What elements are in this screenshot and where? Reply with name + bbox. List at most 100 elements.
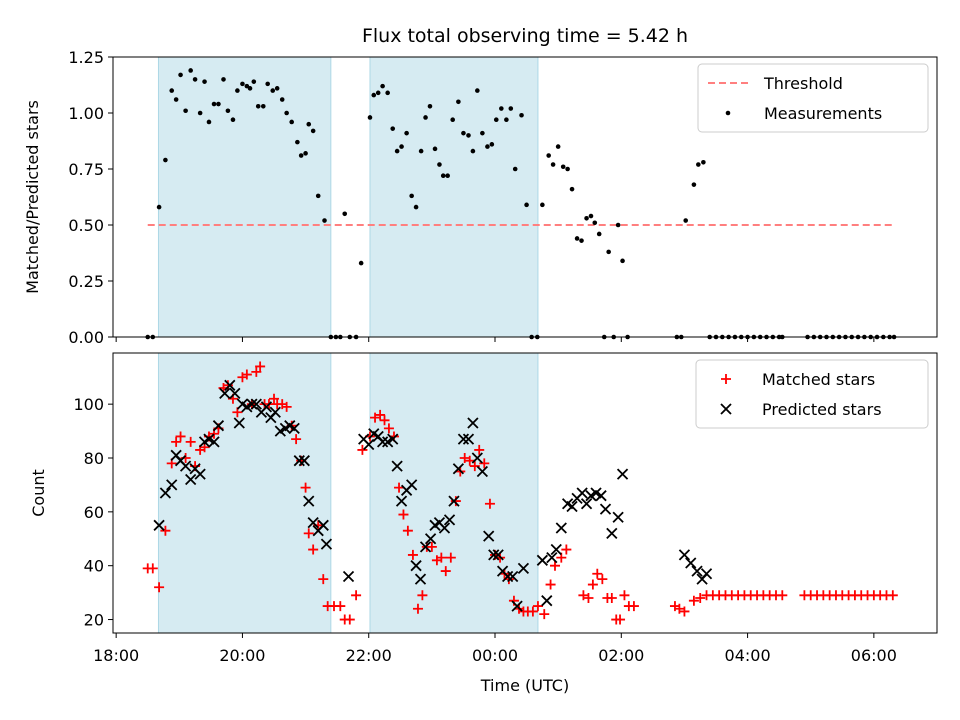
measurement-point — [216, 101, 221, 107]
predicted-point — [580, 498, 593, 510]
predicted-point — [546, 551, 558, 564]
measurement-point — [546, 153, 551, 158]
matched-point — [402, 525, 413, 536]
measurement-point — [315, 193, 321, 199]
predicted-point — [550, 543, 562, 556]
measurement-point — [499, 106, 504, 111]
measurement-point — [574, 236, 580, 241]
predicted-point — [194, 468, 206, 480]
matched-point — [154, 582, 165, 593]
predicted-point — [606, 527, 618, 540]
predicted-point — [391, 460, 403, 472]
predicted-point — [288, 422, 300, 435]
matched-point — [674, 603, 685, 614]
predicted-point — [303, 495, 315, 507]
measurement-point — [221, 77, 226, 82]
measurement-point — [289, 119, 294, 125]
measurement-point — [445, 173, 450, 179]
x-tick-label: 06:00 — [851, 646, 897, 665]
matched-point — [269, 393, 280, 404]
y-tick-label: 0.50 — [68, 216, 104, 235]
shaded-interval-2 — [369, 352, 539, 634]
matched-point — [695, 593, 706, 603]
x-tick-label: 18:00 — [93, 646, 139, 665]
measurement-point — [298, 153, 304, 158]
predicted-point — [517, 562, 530, 575]
matched-point — [450, 496, 461, 507]
predicted-point — [208, 436, 220, 448]
measurement-point — [450, 117, 456, 123]
count-panel: 20 40 60 80 100 18:00 20:00 22:00 00:00 02:00 04:… — [29, 352, 938, 665]
measurement-point — [265, 81, 270, 87]
measurement-point — [390, 126, 396, 131]
matched-point — [185, 436, 196, 447]
matched-point — [291, 434, 302, 445]
measurement-point — [371, 92, 377, 98]
predicted-point — [307, 516, 319, 529]
predicted-point — [212, 420, 225, 432]
measurement-point — [569, 186, 575, 192]
matched-point — [398, 509, 409, 520]
measurement-point — [565, 166, 570, 172]
measurement-point — [579, 238, 584, 243]
legend-marker — [725, 110, 731, 116]
measurement-point — [413, 204, 419, 210]
y-tick-label: 1.00 — [68, 104, 104, 123]
predicted-point — [492, 549, 504, 561]
top-plot-frame — [112, 56, 938, 338]
matched-point — [255, 361, 266, 372]
matched-point — [545, 579, 556, 590]
measurement-point — [404, 130, 409, 136]
predicted-point — [414, 573, 427, 585]
measurement-point — [342, 211, 348, 217]
shaded-interval-1 — [157, 56, 332, 338]
y-tick-label: 60 — [84, 503, 104, 522]
measurement-point — [274, 86, 280, 91]
top-y-axis-ticks: 0.00 0.25 0.50 0.75 1.00 1.25 — [68, 48, 113, 347]
predicted-point — [678, 549, 691, 561]
predicted-point — [233, 417, 245, 429]
y-tick-label: 1.25 — [68, 48, 104, 67]
measurement-point — [427, 103, 433, 109]
predicted-point — [536, 554, 549, 566]
predicted-point — [457, 433, 470, 445]
matched-point — [426, 541, 437, 552]
measurement-point — [358, 260, 364, 266]
measurement-point — [367, 115, 373, 120]
predicted-point — [438, 522, 451, 534]
predicted-point — [595, 490, 607, 502]
count-points — [142, 361, 898, 625]
measurement-point — [555, 144, 561, 149]
matched-point — [440, 566, 451, 577]
measurement-point — [279, 97, 285, 102]
predicted-point — [467, 417, 479, 429]
predicted-point — [166, 479, 178, 491]
matched-point — [303, 528, 314, 539]
y-tick-label: 20 — [84, 611, 104, 630]
legend-label: Matched stars — [762, 370, 875, 389]
matched-point — [777, 590, 788, 601]
measurement-point — [240, 81, 245, 87]
predicted-point — [462, 433, 475, 445]
matched-point — [445, 552, 456, 563]
measurement-point — [550, 162, 556, 167]
x-tick-label: 02:00 — [598, 646, 644, 665]
matched-point — [688, 595, 699, 606]
measurement-point — [183, 108, 188, 114]
matched-point — [587, 579, 598, 590]
predicted-point — [260, 401, 273, 413]
predicted-point — [250, 398, 262, 410]
matched-point — [887, 590, 898, 601]
measurement-point — [696, 162, 701, 167]
predicted-point — [153, 519, 165, 531]
predicted-point — [691, 565, 703, 577]
measurement-point — [310, 128, 316, 134]
bottom-y-axis-ticks: 20 40 60 80 100 — [73, 395, 113, 630]
predicted-point — [448, 495, 460, 507]
measurement-point — [156, 204, 162, 210]
matched-point — [281, 401, 292, 412]
matched-point — [357, 444, 368, 455]
matched-point — [479, 458, 490, 469]
measurement-point — [504, 117, 509, 123]
y-tick-label: 0.25 — [68, 272, 104, 291]
